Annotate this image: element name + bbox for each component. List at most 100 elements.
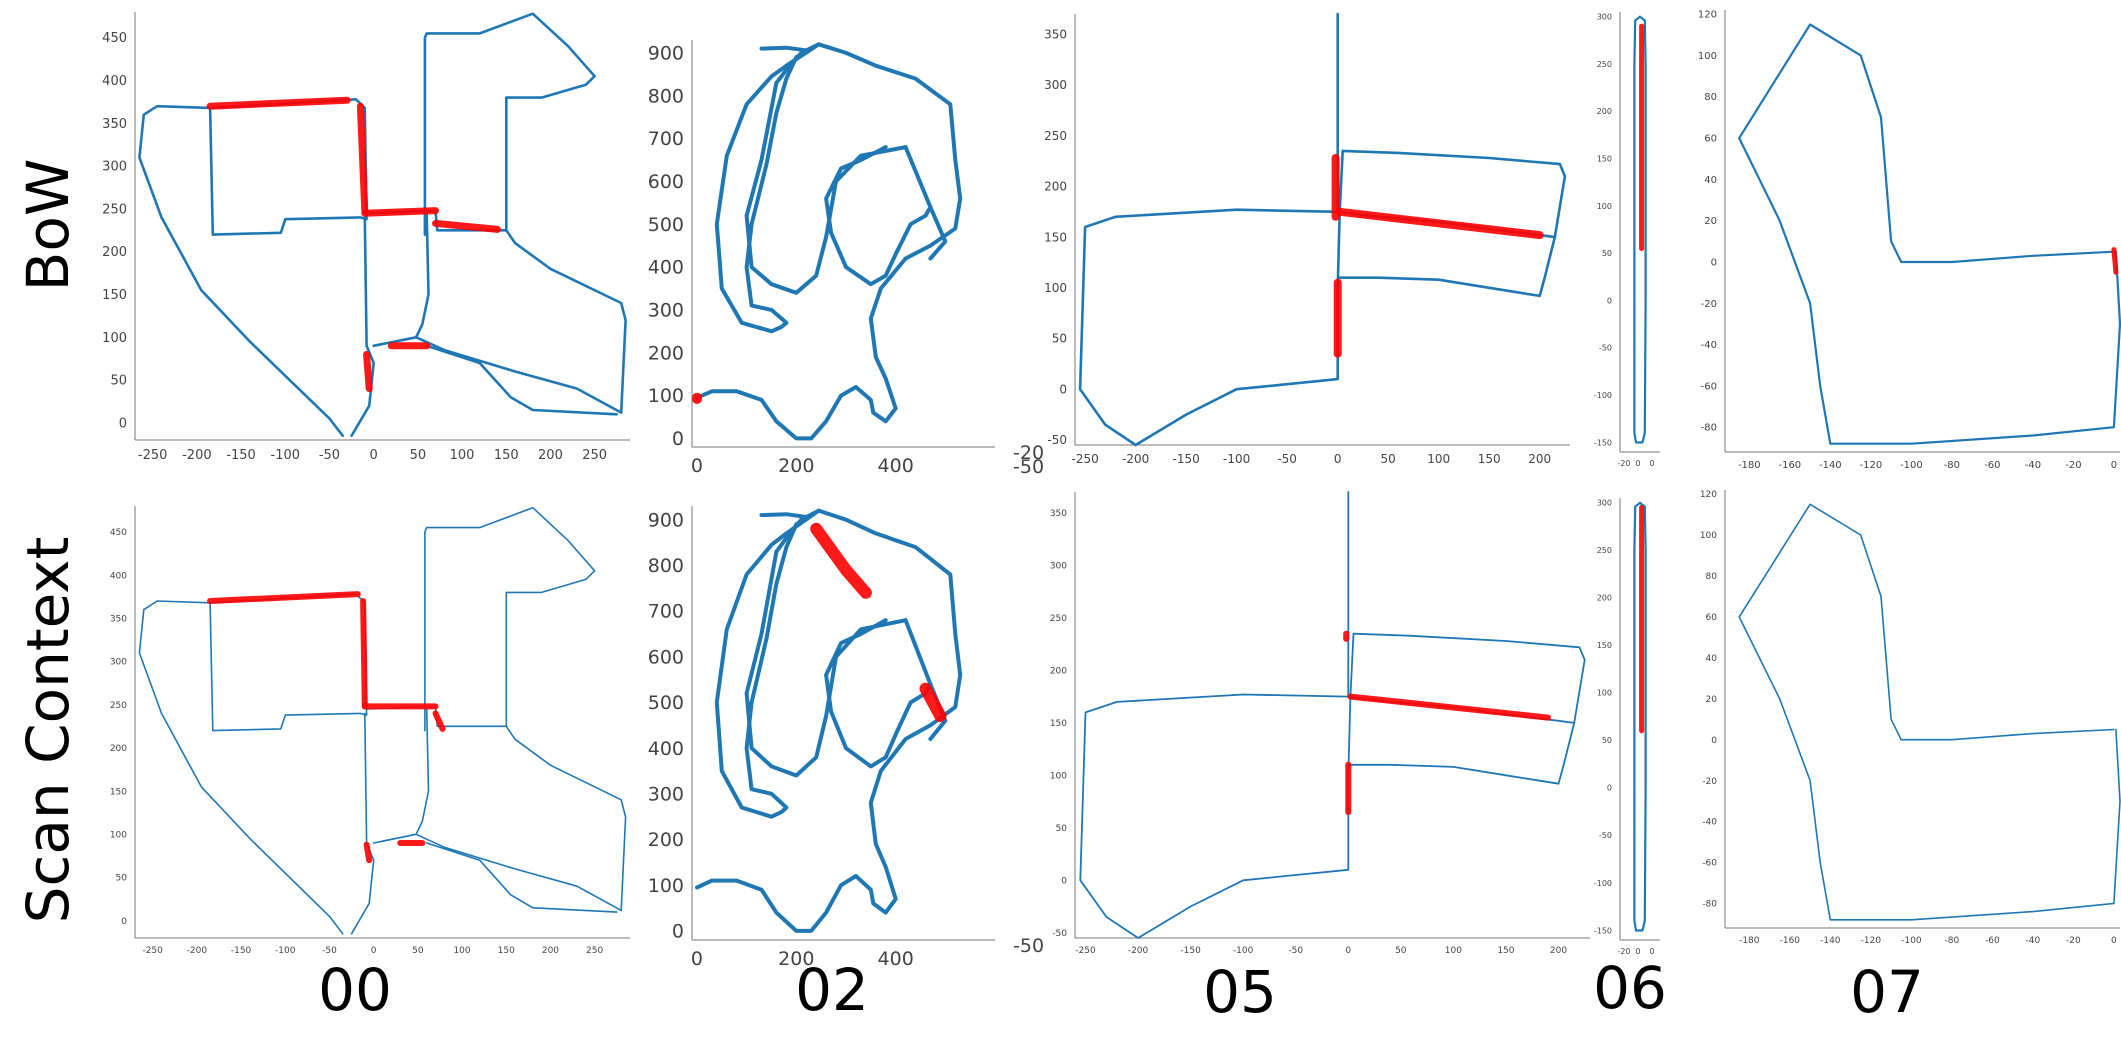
x-tick-label: 0 — [370, 448, 378, 463]
y-tick-label: 100 — [110, 830, 127, 840]
x-tick-label: 0 — [1334, 452, 1342, 466]
x-tick-label: 100 — [453, 946, 470, 956]
y-tick-label: -150 — [1594, 926, 1612, 935]
y-tick-label: -40 — [1701, 340, 1717, 351]
trajectory-path — [1738, 23, 2121, 445]
x-tick-label: -160 — [1780, 936, 1801, 946]
y-tick-label: 100 — [1698, 51, 1717, 62]
y-tick-label: 100 — [648, 385, 684, 407]
x-tick-label: -180 — [1739, 936, 1760, 946]
loop-closure-mark — [1347, 693, 1551, 721]
trajectory-path — [365, 506, 596, 732]
trajectory-path — [1633, 15, 1647, 444]
y-tick-label: 300 — [1050, 562, 1067, 572]
x-tick-label: -250 — [138, 448, 168, 463]
x-tick-label: 150 — [494, 448, 519, 463]
trajectory-path — [695, 42, 963, 441]
y-tick-label: 250 — [102, 202, 127, 217]
seq-label-07: 07 — [1850, 958, 1924, 1026]
panel-bow-00: -250 -200 -150 -100 -50 0 50 100 150 200 250 0 50 100… — [102, 12, 630, 463]
loop-closure-mark — [356, 102, 369, 215]
trajectory-path — [744, 549, 908, 778]
loop-closure-mark — [363, 841, 373, 864]
y-tick-label: 300 — [1597, 13, 1612, 22]
y-tick-label: 40 — [1704, 175, 1717, 186]
y-tick-label: 0 — [1061, 876, 1067, 886]
y-tick-label: 0 — [1059, 382, 1067, 396]
x-tick-label: -80 — [1945, 936, 1960, 946]
trajectory-path — [695, 508, 963, 933]
y-tick-label: 150 — [110, 787, 127, 797]
trajectory-path — [414, 229, 627, 414]
x-tick-label: 200 — [1528, 452, 1551, 466]
seq-label-02: 02 — [795, 956, 869, 1024]
y-tick-label: 400 — [110, 571, 127, 581]
x-tick-label: 50 — [1381, 452, 1396, 466]
trajectory-path — [714, 42, 821, 334]
y-tick-label: 0 — [1607, 296, 1612, 305]
x-tick-label: 0 — [1345, 946, 1351, 956]
extra-axis-label: -50 — [1013, 456, 1044, 478]
x-tick-label: -20 — [1617, 947, 1630, 956]
y-tick-label: 0 — [1711, 736, 1717, 746]
y-tick-label: 800 — [648, 85, 684, 107]
y-tick-label: 300 — [102, 160, 127, 175]
loop-closure-mark — [919, 682, 947, 723]
x-tick-label: -250 — [1075, 946, 1096, 956]
x-tick-label: -100 — [1900, 460, 1923, 471]
extra-axis-label: -50 — [1013, 935, 1044, 957]
trajectory-path — [350, 216, 375, 437]
trajectory-path — [903, 145, 948, 261]
x-tick-label: 200 — [538, 448, 563, 463]
trajectory-path — [824, 618, 933, 769]
y-tick-label: 350 — [102, 117, 127, 132]
y-tick-label: 350 — [110, 614, 127, 624]
x-tick-label: -50 — [1277, 452, 1297, 466]
trajectory-path — [744, 80, 908, 295]
trajectory-path — [138, 593, 368, 935]
y-tick-label: -80 — [1702, 900, 1717, 910]
y-tick-label: 100 — [1597, 689, 1612, 698]
y-tick-label: 80 — [1704, 92, 1717, 103]
x-tick-label: -200 — [182, 448, 212, 463]
x-tick-label: 200 — [542, 946, 559, 956]
y-tick-label: -150 — [1594, 438, 1612, 447]
x-tick-label: 0 — [1649, 947, 1654, 956]
x-tick-label: -40 — [2026, 936, 2041, 946]
y-tick-label: 700 — [648, 601, 684, 623]
y-tick-label: 40 — [1706, 654, 1718, 664]
x-tick-label: 0 — [691, 948, 703, 970]
y-tick-label: 0 — [119, 416, 127, 431]
panel-scan-context-05: -250 -200 -150 -100 -50 0 50 100 150 200 -50 0 50 100… — [1050, 491, 1590, 956]
y-tick-label: 60 — [1706, 613, 1718, 623]
panel-scan-context-00: -250 -200 -150 -100 -50 0 50 100 150 200 250 0 50 100… — [110, 506, 630, 956]
x-tick-label: -150 — [1180, 946, 1201, 956]
x-tick-label: 0 — [691, 455, 703, 477]
y-tick-label: 120 — [1700, 490, 1717, 500]
y-tick-label: 0 — [121, 917, 127, 927]
panel-bow-05: -250 -200 -150 -100 -50 0 50 100 150 200 -50 0 50 100… — [1044, 12, 1570, 466]
x-tick-label: 250 — [586, 946, 603, 956]
x-tick-label: -250 — [1071, 452, 1098, 466]
trajectory-path — [1633, 501, 1647, 932]
y-tick-label: 300 — [110, 658, 127, 668]
x-tick-label: -200 — [1122, 452, 1149, 466]
y-tick-label: 350 — [1044, 27, 1067, 41]
x-tick-label: 0 — [2111, 460, 2117, 471]
trajectory-path — [1079, 491, 1352, 939]
trajectory-path — [350, 712, 375, 935]
y-tick-label: 700 — [648, 128, 684, 150]
x-tick-label: -20 — [2065, 460, 2081, 471]
x-tick-label: -100 — [1223, 452, 1250, 466]
y-tick-label: 200 — [1597, 107, 1612, 116]
x-tick-label: -60 — [1985, 936, 2000, 946]
x-tick-label: -180 — [1738, 460, 1761, 471]
trajectory-path — [372, 708, 430, 844]
y-tick-label: 20 — [1706, 695, 1718, 705]
trajectory-path — [425, 842, 618, 913]
x-tick-label: -20 — [1617, 459, 1630, 468]
x-tick-label: -100 — [271, 448, 301, 463]
y-tick-label: 100 — [648, 875, 684, 897]
y-tick-label: 400 — [648, 738, 684, 760]
seq-label-06: 06 — [1593, 954, 1667, 1022]
